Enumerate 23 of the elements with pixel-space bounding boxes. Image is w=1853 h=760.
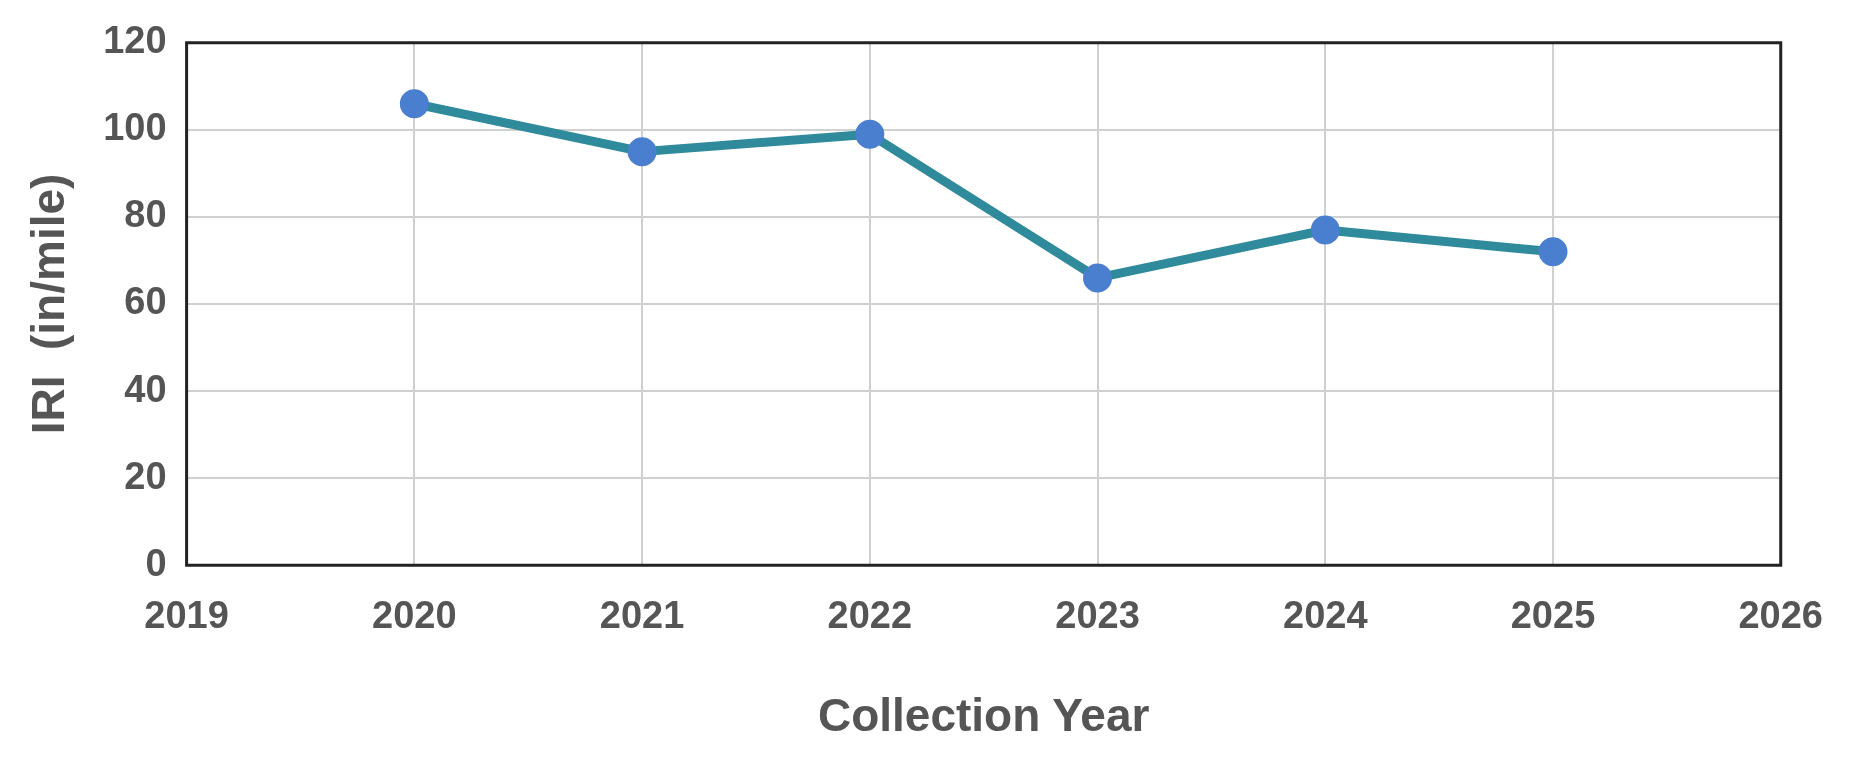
point bbox=[627, 137, 657, 167]
x-tick-label: 2026 bbox=[1738, 594, 1824, 637]
y-tick-label: 60 bbox=[124, 280, 167, 323]
y-tick-label: 40 bbox=[124, 367, 167, 410]
x-tick-label: 2021 bbox=[599, 594, 685, 637]
x-tick-label: 2020 bbox=[372, 594, 457, 637]
x-tick-label: 2025 bbox=[1510, 594, 1596, 637]
point bbox=[399, 89, 429, 119]
x-tick-label: 2019 bbox=[144, 594, 229, 637]
y-axis-title: IRI (in/mile) bbox=[22, 173, 75, 435]
y-tick-label: 0 bbox=[145, 541, 167, 584]
y-tick-label: 100 bbox=[103, 106, 167, 149]
x-axis-title: Collection Year bbox=[817, 689, 1150, 742]
point bbox=[1538, 237, 1568, 267]
y-tick-label: 80 bbox=[124, 193, 167, 236]
y-tick-label: 120 bbox=[103, 19, 167, 62]
point bbox=[1310, 215, 1340, 245]
y-tick-label: 20 bbox=[124, 454, 167, 497]
x-tick-label: 2024 bbox=[1282, 594, 1368, 637]
x-tick-label: 2023 bbox=[1055, 594, 1140, 637]
point bbox=[1083, 263, 1113, 293]
x-tick-label: 2022 bbox=[827, 594, 913, 637]
point bbox=[855, 119, 885, 149]
